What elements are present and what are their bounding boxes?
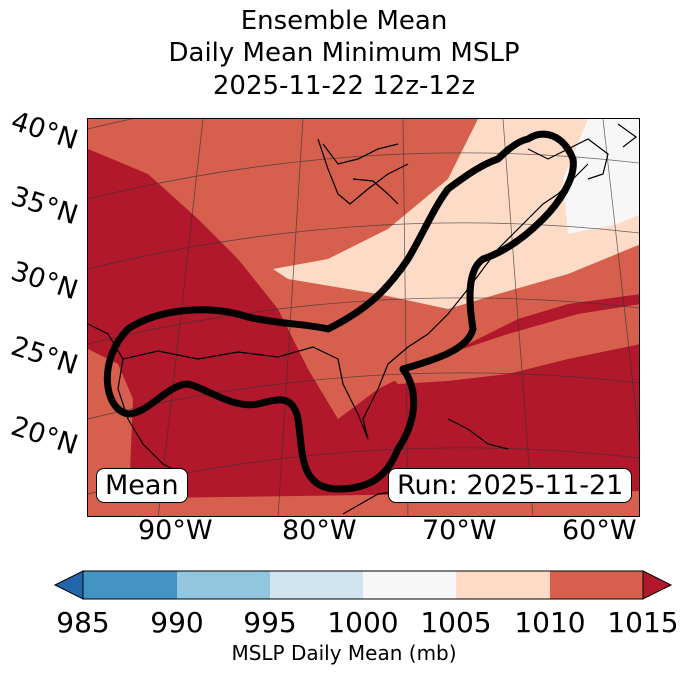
map-canvas [88,119,639,516]
colorbar-seg-1005-1010 [456,571,550,599]
colorbar-tick-990: 990 [150,606,204,639]
colorbar-extend-high [642,570,673,600]
colorbar-seg-1000-1005 [363,571,456,599]
lon-label-80w: 80°W [282,515,357,546]
title-line-1: Ensemble Mean [240,6,448,36]
title-line-3: 2025-11-22 12z-12z [212,71,476,101]
colorbar-tick-1015: 1015 [607,606,679,639]
colorbar-label: MSLP Daily Mean (mb) [231,641,457,665]
lat-label-35: 35°N [7,180,82,232]
mean-badge: Mean [96,468,188,503]
lat-label-30: 30°N [7,255,82,307]
colorbar-tick-1010: 1010 [514,606,586,639]
field-1000-1005 [563,119,639,234]
lat-label-40: 40°N [7,105,82,157]
colorbar-tick-995: 995 [243,606,297,639]
colorbar-extend-low [53,570,84,600]
title-line-2: Daily Mean Minimum MSLP [168,38,520,68]
graticule [88,119,639,516]
colorbar-tick-1005: 1005 [420,606,492,639]
colorbar-tick-1000: 1000 [327,606,399,639]
colorbar-seg-995-1000 [270,571,363,599]
colorbar-seg-990-995 [177,571,270,599]
run-date-badge: Run: 2025-11-21 [388,468,633,503]
lon-label-60w: 60°W [562,515,637,546]
colorbar-frame [82,570,644,600]
colorbar-seg-1010-1015 [550,571,643,599]
colorbar-tick-985: 985 [56,606,110,639]
map-panel [87,118,640,517]
lat-label-20: 20°N [7,410,82,462]
lon-label-90w: 90°W [138,515,213,546]
field-1005-1010 [273,119,639,309]
field-1010-1015-south [388,304,639,384]
contour-1015 [103,130,577,493]
colorbar-seg-985-990 [83,571,177,599]
lon-label-70w: 70°W [422,515,497,546]
lat-label-25: 25°N [7,330,82,382]
